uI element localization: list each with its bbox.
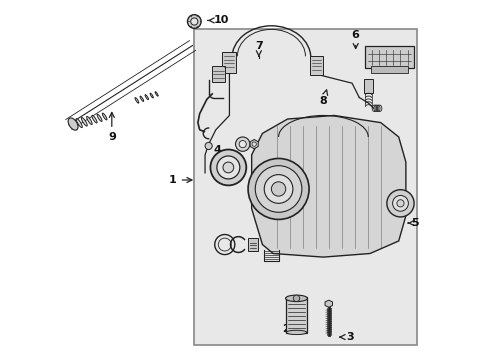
Circle shape xyxy=(264,175,292,203)
Ellipse shape xyxy=(135,98,139,103)
Circle shape xyxy=(386,190,413,217)
Text: 2: 2 xyxy=(281,324,295,334)
Circle shape xyxy=(396,200,403,207)
Circle shape xyxy=(239,140,246,148)
Ellipse shape xyxy=(86,116,92,125)
Circle shape xyxy=(293,295,299,302)
Polygon shape xyxy=(325,300,332,307)
Circle shape xyxy=(251,142,256,146)
Ellipse shape xyxy=(155,92,158,96)
Ellipse shape xyxy=(97,114,102,121)
Ellipse shape xyxy=(285,295,307,302)
FancyBboxPatch shape xyxy=(309,55,323,75)
Ellipse shape xyxy=(145,95,148,100)
Ellipse shape xyxy=(102,113,107,120)
Text: 6: 6 xyxy=(351,30,359,49)
Circle shape xyxy=(217,156,239,179)
Circle shape xyxy=(235,137,249,151)
Text: 1: 1 xyxy=(168,175,191,185)
Ellipse shape xyxy=(190,18,198,25)
Ellipse shape xyxy=(92,115,97,123)
FancyBboxPatch shape xyxy=(371,66,407,73)
Ellipse shape xyxy=(150,93,153,98)
Text: 3: 3 xyxy=(339,332,353,342)
FancyBboxPatch shape xyxy=(194,30,416,345)
Text: 10: 10 xyxy=(207,15,228,26)
FancyBboxPatch shape xyxy=(222,52,236,73)
Circle shape xyxy=(271,182,285,196)
FancyBboxPatch shape xyxy=(211,66,225,82)
Circle shape xyxy=(247,158,308,220)
Ellipse shape xyxy=(140,96,143,102)
FancyBboxPatch shape xyxy=(285,297,307,333)
Text: 9: 9 xyxy=(108,112,116,142)
Circle shape xyxy=(204,142,212,149)
Circle shape xyxy=(255,166,301,212)
FancyBboxPatch shape xyxy=(363,78,372,93)
Ellipse shape xyxy=(71,120,77,129)
Text: 7: 7 xyxy=(254,41,262,56)
Circle shape xyxy=(223,162,233,173)
FancyBboxPatch shape xyxy=(365,46,413,68)
Ellipse shape xyxy=(81,117,87,126)
Circle shape xyxy=(210,149,246,185)
Polygon shape xyxy=(250,139,258,149)
Ellipse shape xyxy=(187,15,201,28)
Text: 5: 5 xyxy=(407,218,418,228)
Ellipse shape xyxy=(68,118,78,130)
Ellipse shape xyxy=(285,330,306,334)
Polygon shape xyxy=(251,116,405,257)
FancyBboxPatch shape xyxy=(248,238,257,251)
Text: 4: 4 xyxy=(213,144,223,160)
Circle shape xyxy=(392,195,407,211)
Text: 8: 8 xyxy=(319,90,327,106)
Ellipse shape xyxy=(76,118,82,127)
